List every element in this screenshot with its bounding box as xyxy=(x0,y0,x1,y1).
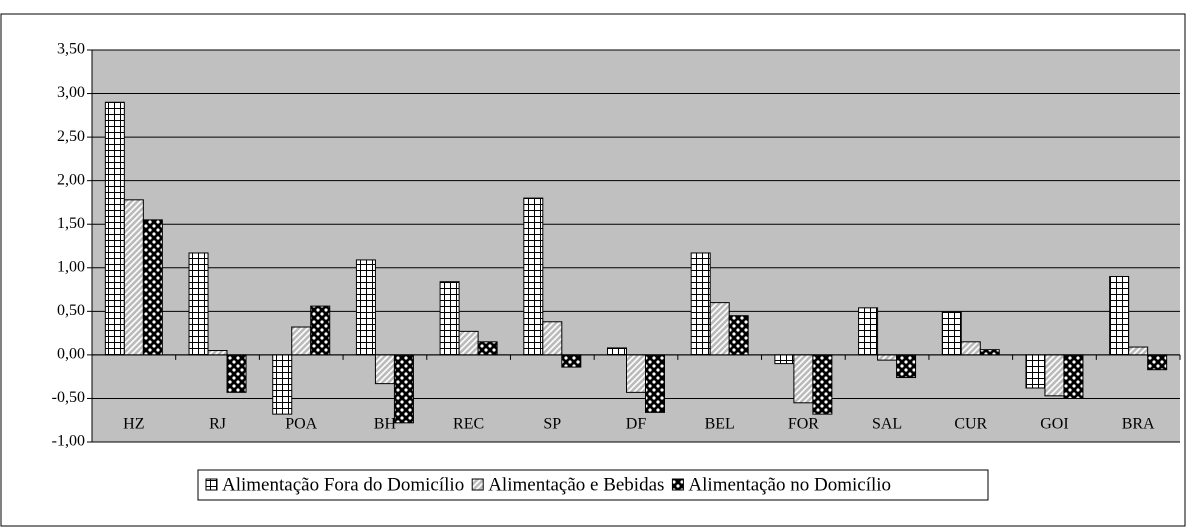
bar xyxy=(561,354,582,368)
bar xyxy=(1063,354,1084,399)
legend-swatch xyxy=(205,478,218,491)
bar xyxy=(393,354,414,424)
bar xyxy=(272,354,293,415)
bar xyxy=(439,281,460,356)
x-tick-label: HZ xyxy=(123,416,144,433)
x-tick-label: BH xyxy=(374,416,397,433)
y-tick-label: 1,00 xyxy=(57,258,85,275)
bar xyxy=(188,252,209,356)
legend-swatch xyxy=(471,478,484,491)
bar xyxy=(728,315,749,356)
bar xyxy=(123,199,144,356)
x-tick-label: SAL xyxy=(872,416,902,433)
bar xyxy=(207,350,228,356)
bar xyxy=(1044,354,1065,397)
legend-label: Alimentação Fora do Domicílio xyxy=(222,474,464,495)
x-tick-label: FOR xyxy=(788,416,819,433)
y-tick-label: 0,50 xyxy=(57,302,85,319)
bar xyxy=(477,341,498,356)
bar xyxy=(542,321,563,356)
bar xyxy=(896,354,917,379)
bar xyxy=(793,354,814,404)
bar xyxy=(858,307,879,356)
bar xyxy=(690,252,711,356)
bar xyxy=(104,101,125,356)
x-tick-label: REC xyxy=(453,416,484,433)
y-tick-label: 2,00 xyxy=(57,171,85,188)
x-tick-label: POA xyxy=(285,416,317,433)
bar xyxy=(523,197,544,356)
bar xyxy=(458,330,479,356)
bar xyxy=(960,341,981,356)
bar xyxy=(774,354,795,365)
bar xyxy=(142,219,163,356)
bar xyxy=(941,311,962,356)
bar xyxy=(877,354,898,361)
x-tick-label: CUR xyxy=(954,416,987,433)
bar xyxy=(709,302,730,356)
y-tick-label: -0,50 xyxy=(52,389,85,406)
bar xyxy=(374,354,395,385)
bar xyxy=(310,305,331,356)
bar xyxy=(226,354,247,393)
bar xyxy=(291,326,312,356)
bar xyxy=(645,354,665,413)
legend xyxy=(197,469,989,501)
bar xyxy=(1109,275,1130,356)
bar xyxy=(355,259,376,356)
bar xyxy=(607,347,627,356)
y-tick-label: 1,50 xyxy=(57,215,85,232)
y-tick-label: 3,50 xyxy=(57,41,85,58)
bar xyxy=(1147,354,1168,371)
legend-label: Alimentação e Bebidas xyxy=(488,474,664,495)
bar xyxy=(1128,346,1149,356)
x-tick-label: BEL xyxy=(705,416,735,433)
x-tick-label: GOI xyxy=(1040,416,1068,433)
x-tick-label: SP xyxy=(543,416,561,433)
y-tick-label: 2,50 xyxy=(57,128,85,145)
y-tick-label: 0,00 xyxy=(57,346,85,363)
x-tick-label: BRA xyxy=(1122,416,1155,433)
bar xyxy=(626,354,646,393)
y-tick-label: 3,00 xyxy=(57,84,85,101)
bar xyxy=(1025,354,1046,389)
x-tick-label: DF xyxy=(626,416,647,433)
bar xyxy=(812,354,833,415)
y-tick-label: -1,00 xyxy=(52,433,85,450)
legend-label: Alimentação no Domicílio xyxy=(688,474,891,495)
x-tick-label: RJ xyxy=(209,416,226,433)
legend-swatch xyxy=(671,478,684,491)
bar xyxy=(979,349,1000,356)
